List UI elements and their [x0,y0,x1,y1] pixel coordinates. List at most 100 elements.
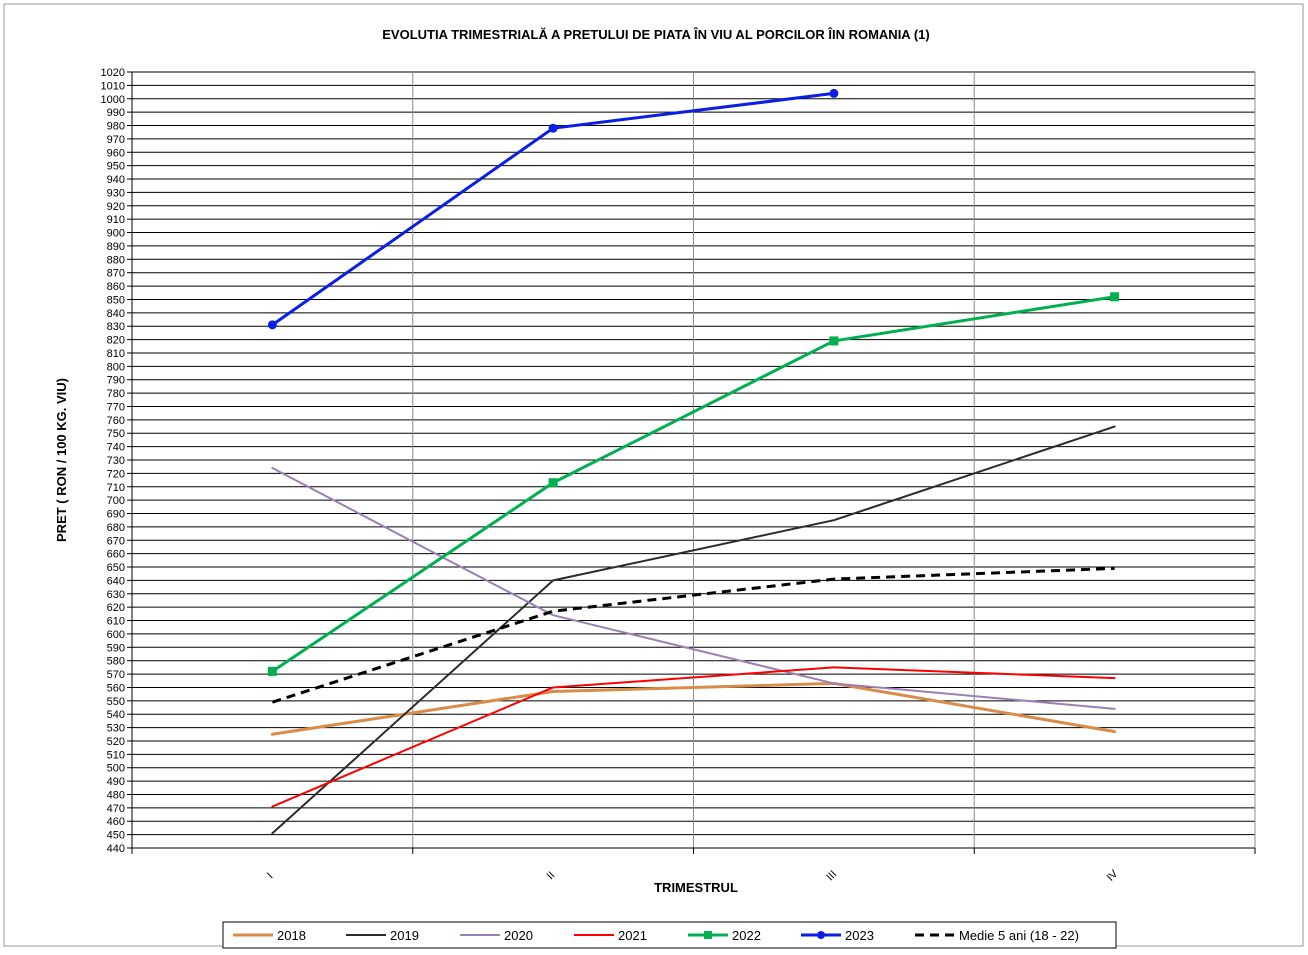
y-tick-label: 540 [107,709,125,721]
y-tick-label: 940 [107,174,125,186]
y-tick-label: 480 [107,789,125,801]
data-point [267,666,277,676]
y-tick-label: 770 [107,401,125,413]
y-tick-label: 850 [107,294,125,306]
y-tick-label: 620 [107,602,125,614]
legend-label: 2019 [390,928,419,943]
y-tick-label: 1000 [101,94,125,106]
series-2020 [271,467,1116,710]
series-line [270,681,1117,736]
series-2023 [267,88,839,330]
data-point [829,336,839,346]
y-tick-label: 840 [107,308,125,320]
y-tick-label: 450 [107,830,125,842]
series-2018 [270,681,1117,736]
legend-label: 2023 [845,928,874,943]
y-tick-label: 550 [107,696,125,708]
y-tick-label: 490 [107,776,125,788]
y-tick-label: 510 [107,749,125,761]
y-tick-label: 810 [107,348,125,360]
y-tick-label: 790 [107,375,125,387]
y-tick-label: 650 [107,562,125,574]
y-tick-label: 500 [107,763,125,775]
y-tick-label: 580 [107,656,125,668]
y-tick-label: 440 [107,843,125,855]
legend-item: Medie 5 ani (18 - 22) [915,928,1079,943]
y-tick-label: 780 [107,388,125,400]
legend-label: 2020 [504,928,533,943]
legend-item: 2022 [688,928,761,943]
data-point [1110,292,1120,302]
y-tick-label: 990 [107,107,125,119]
y-tick-label: 570 [107,669,125,681]
data-point [548,123,558,133]
y-tick-label: 560 [107,682,125,694]
y-tick-label: 660 [107,549,125,561]
series-line [270,295,1117,673]
series-2019 [271,425,1116,835]
legend-item: 2020 [460,928,533,943]
series-line [271,425,1116,835]
axes: 4404504604704804905005105205305405505605… [101,67,1256,884]
y-tick-label: 1020 [101,67,125,79]
legend-marker [817,931,825,939]
legend-item: 2019 [346,928,419,943]
y-tick-label: 740 [107,442,125,454]
y-tick-label: 730 [107,455,125,467]
y-tick-label: 950 [107,161,125,173]
y-tick-label: 720 [107,468,125,480]
legend-label: 2022 [732,928,761,943]
y-tick-label: 750 [107,428,125,440]
data-point [267,320,277,330]
series-line [271,666,1116,808]
y-tick-label: 760 [107,415,125,427]
legend-label: Medie 5 ani (18 - 22) [959,928,1079,943]
y-tick-label: 900 [107,228,125,240]
y-tick-label: 890 [107,241,125,253]
series-line [271,467,1116,710]
y-tick-label: 640 [107,575,125,587]
y-tick-label: 820 [107,335,125,347]
y-tick-label: 520 [107,736,125,748]
y-tick-label: 930 [107,187,125,199]
series-line [271,566,1115,704]
y-tick-label: 980 [107,121,125,133]
y-tick-label: 920 [107,201,125,213]
x-tick-label: I [265,871,276,882]
legend-marker [704,931,712,939]
y-tick-label: 630 [107,589,125,601]
y-tick-label: 970 [107,134,125,146]
y-tick-label: 600 [107,629,125,641]
legend-label: 2018 [277,928,306,943]
y-axis-label: PRET ( RON / 100 KG. VIU) [54,378,69,542]
series-medie-5-ani-18-22- [271,566,1115,704]
series-2022 [267,292,1120,676]
legend-item: 2023 [801,928,874,943]
chart-title: EVOLUTIA TRIMESTRIALĂ A PRETULUI DE PIAT… [382,27,929,42]
data-point [829,88,839,98]
legend-label: 2021 [618,928,647,943]
y-tick-label: 530 [107,723,125,735]
y-tick-label: 830 [107,321,125,333]
y-tick-label: 460 [107,816,125,828]
legend-item: 2018 [233,928,306,943]
x-axis-label: TRIMESTRUL [654,880,738,895]
data-point [548,478,558,488]
y-tick-label: 690 [107,509,125,521]
y-tick-label: 860 [107,281,125,293]
y-tick-label: 590 [107,642,125,654]
y-tick-label: 470 [107,803,125,815]
y-tick-label: 670 [107,535,125,547]
series-lines [267,88,1120,835]
y-tick-label: 1010 [101,80,125,92]
y-tick-label: 680 [107,522,125,534]
y-tick-label: 870 [107,268,125,280]
y-tick-label: 610 [107,616,125,628]
legend: 2018 2019 2020 2021 2022 2023 Medie 5 ani (18 … [222,921,1117,949]
legend-item: 2021 [574,928,647,943]
y-tick-label: 910 [107,214,125,226]
series-2021 [271,666,1116,808]
y-tick-label: 960 [107,147,125,159]
